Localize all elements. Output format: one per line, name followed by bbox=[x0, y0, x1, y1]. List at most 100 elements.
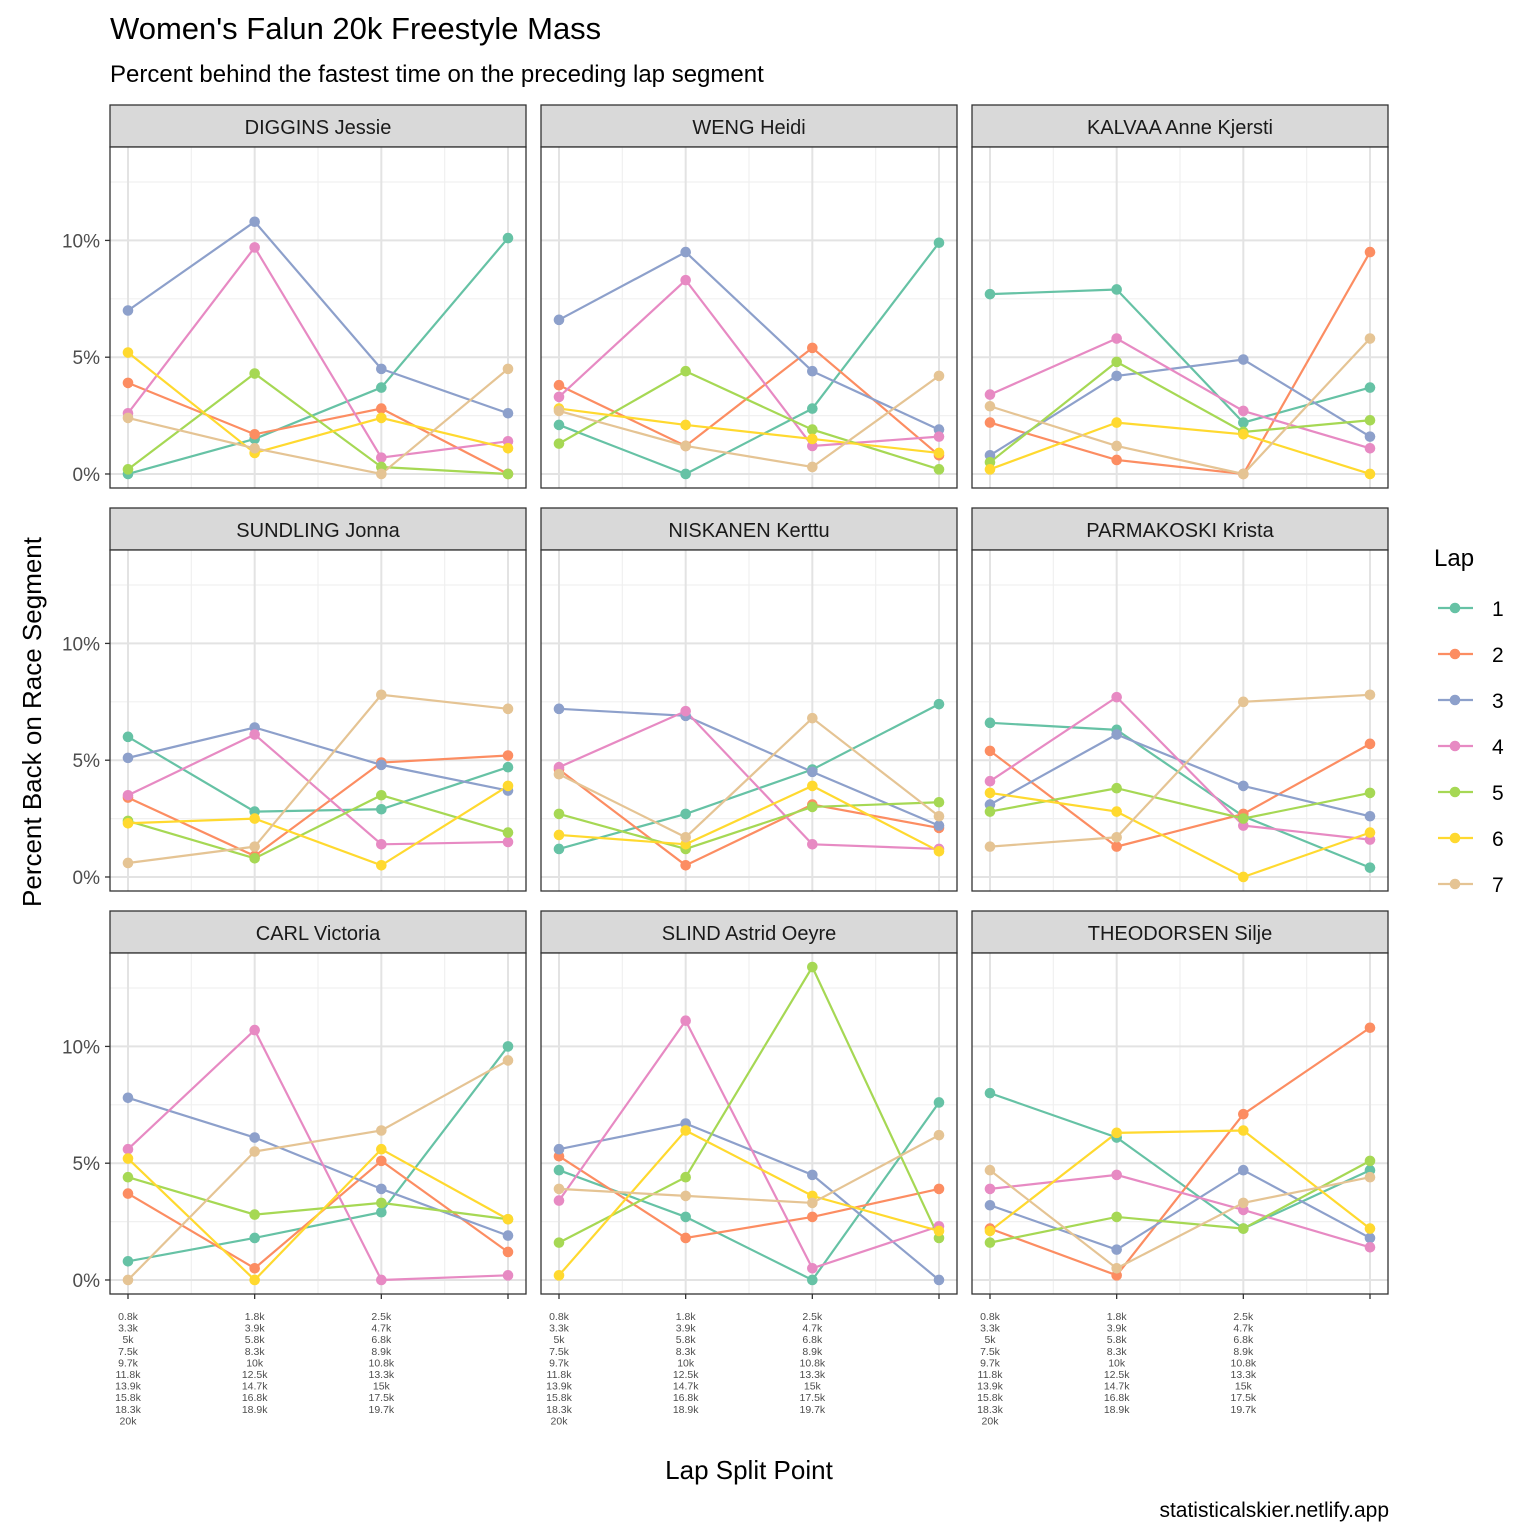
data-point-lap-7 bbox=[122, 1274, 134, 1286]
data-point-lap-7 bbox=[553, 405, 565, 417]
series-line-lap-3 bbox=[127, 726, 509, 792]
data-point-lap-1 bbox=[680, 1211, 691, 1223]
data-point-lap-4 bbox=[376, 1274, 387, 1286]
series-line-lap-3 bbox=[558, 1122, 940, 1281]
series-line-lap-4 bbox=[558, 278, 940, 448]
data-point-lap-5 bbox=[553, 808, 565, 820]
x-tick-label: 0.8k 3.3k 5k 7.5k 9.7k 11.8k 13.9k 15.8k 18.3k 20… bbox=[546, 1311, 572, 1427]
facet-panel: PARMAKOSKI Krista bbox=[971, 507, 1389, 892]
data-point-lap-6 bbox=[933, 845, 945, 857]
data-point-lap-4 bbox=[680, 1015, 691, 1027]
data-point-lap-2 bbox=[376, 1155, 387, 1167]
data-point-lap-5 bbox=[807, 424, 818, 435]
data-point-lap-1 bbox=[933, 1097, 945, 1108]
x-tick-label: 0.8k 3.3k 5k 7.5k 9.7k 11.8k 13.9k 15.8k 18.3k 20… bbox=[115, 1311, 141, 1427]
data-point-lap-6 bbox=[1364, 468, 1376, 480]
facet-strip bbox=[971, 104, 1389, 148]
legend-key-point bbox=[1449, 602, 1461, 614]
data-point-lap-4 bbox=[1111, 691, 1122, 703]
data-point-lap-3 bbox=[1111, 1244, 1122, 1255]
data-point-lap-2 bbox=[502, 750, 514, 761]
series-line-lap-2 bbox=[989, 251, 1371, 476]
series-line-lap-7 bbox=[989, 1169, 1371, 1270]
legend-key-point bbox=[1449, 786, 1461, 798]
legend-item: 3 bbox=[1438, 690, 1504, 713]
data-point-lap-3 bbox=[933, 1274, 945, 1286]
data-point-lap-6 bbox=[376, 412, 387, 424]
series-line-lap-1 bbox=[127, 237, 509, 476]
data-point-lap-5 bbox=[984, 806, 996, 817]
x-tick-label: 2.5k 4.7k 6.8k 8.9k 10.8k 13.3k 15k 17.5k 19.7k bbox=[799, 1311, 825, 1416]
series-line-lap-6 bbox=[989, 791, 1371, 879]
facet-panel: SUNDLING Jonna 0% 5% 10% bbox=[62, 507, 527, 892]
legend-item: 6 bbox=[1438, 828, 1504, 851]
y-tick-label: 10% bbox=[62, 1037, 100, 1058]
series-line-lap-5 bbox=[127, 372, 509, 476]
data-point-lap-5 bbox=[249, 368, 260, 379]
legend-item: 5 bbox=[1438, 782, 1504, 805]
data-point-lap-7 bbox=[1238, 696, 1249, 708]
data-point-lap-6 bbox=[502, 442, 514, 454]
data-point-lap-7 bbox=[122, 412, 134, 424]
data-point-lap-7 bbox=[933, 810, 945, 822]
series-line-lap-6 bbox=[127, 784, 509, 867]
series-line-lap-5 bbox=[127, 794, 509, 860]
facet-panel: CARL Victoria 0% 5% 10% 0.8k 3.3k 5k 7.5k 9.7k 11… bbox=[62, 910, 527, 1427]
data-point-lap-2 bbox=[984, 417, 996, 428]
data-point-lap-5 bbox=[249, 1209, 260, 1220]
facet-strip bbox=[109, 104, 527, 148]
series-line-lap-5 bbox=[989, 360, 1371, 464]
data-point-lap-4 bbox=[553, 1195, 565, 1206]
facet-strip-label: SLIND Astrid Oeyre bbox=[662, 923, 837, 945]
data-point-lap-5 bbox=[122, 464, 134, 475]
data-point-lap-1 bbox=[680, 808, 691, 820]
series-line-lap-7 bbox=[558, 374, 940, 469]
series-line-lap-7 bbox=[989, 337, 1371, 476]
series-line-lap-2 bbox=[127, 754, 509, 858]
panel-border bbox=[971, 952, 1389, 1295]
data-point-lap-4 bbox=[680, 274, 691, 286]
legend-title: Lap bbox=[1434, 545, 1474, 572]
series-line-lap-5 bbox=[558, 964, 940, 1244]
data-point-lap-4 bbox=[984, 775, 996, 787]
data-point-lap-4 bbox=[553, 391, 565, 403]
data-point-lap-5 bbox=[1364, 1155, 1376, 1167]
data-point-lap-7 bbox=[1238, 1197, 1249, 1209]
series-line-lap-6 bbox=[558, 407, 940, 455]
data-point-lap-4 bbox=[376, 838, 387, 850]
data-point-lap-3 bbox=[376, 363, 387, 375]
x-tick-label: 2.5k 4.7k 6.8k 8.9k 10.8k 13.3k 15k 17.5k 19.7k bbox=[1230, 1311, 1256, 1416]
facet-strip bbox=[971, 507, 1389, 551]
data-point-lap-2 bbox=[1364, 1022, 1376, 1034]
legend-item: 4 bbox=[1438, 736, 1504, 759]
legend-key-point bbox=[1449, 832, 1461, 844]
facet-strip-label: SUNDLING Jonna bbox=[236, 520, 400, 542]
data-point-lap-7 bbox=[680, 440, 691, 452]
data-point-lap-4 bbox=[1364, 442, 1376, 454]
data-point-lap-2 bbox=[122, 1188, 134, 1199]
data-point-lap-6 bbox=[933, 447, 945, 459]
data-point-lap-6 bbox=[807, 780, 818, 792]
data-point-lap-1 bbox=[984, 288, 996, 300]
facet-strip-label: KALVAA Anne Kjersti bbox=[1087, 117, 1273, 139]
data-point-lap-4 bbox=[122, 1143, 134, 1155]
series-line-lap-7 bbox=[127, 368, 509, 476]
data-point-lap-3 bbox=[807, 1169, 818, 1181]
data-point-lap-3 bbox=[680, 246, 691, 258]
data-point-lap-4 bbox=[1364, 1241, 1376, 1253]
series-line-lap-6 bbox=[989, 421, 1371, 476]
data-point-lap-3 bbox=[1364, 810, 1376, 822]
data-point-lap-2 bbox=[807, 1211, 818, 1223]
facet-panel: KALVAA Anne Kjersti bbox=[971, 104, 1389, 489]
facet-strip bbox=[540, 104, 958, 148]
data-point-lap-4 bbox=[376, 452, 387, 463]
data-point-lap-6 bbox=[376, 1143, 387, 1155]
data-point-lap-5 bbox=[1111, 782, 1122, 794]
facet-panels: DIGGINS Jessie 0% 5% 10% WENG Heidi KALVAA An… bbox=[62, 104, 1389, 1427]
data-point-lap-4 bbox=[807, 1263, 818, 1274]
data-point-lap-3 bbox=[376, 759, 387, 771]
panel-border bbox=[109, 146, 527, 489]
data-point-lap-6 bbox=[1364, 827, 1376, 838]
data-point-lap-7 bbox=[1238, 468, 1249, 480]
